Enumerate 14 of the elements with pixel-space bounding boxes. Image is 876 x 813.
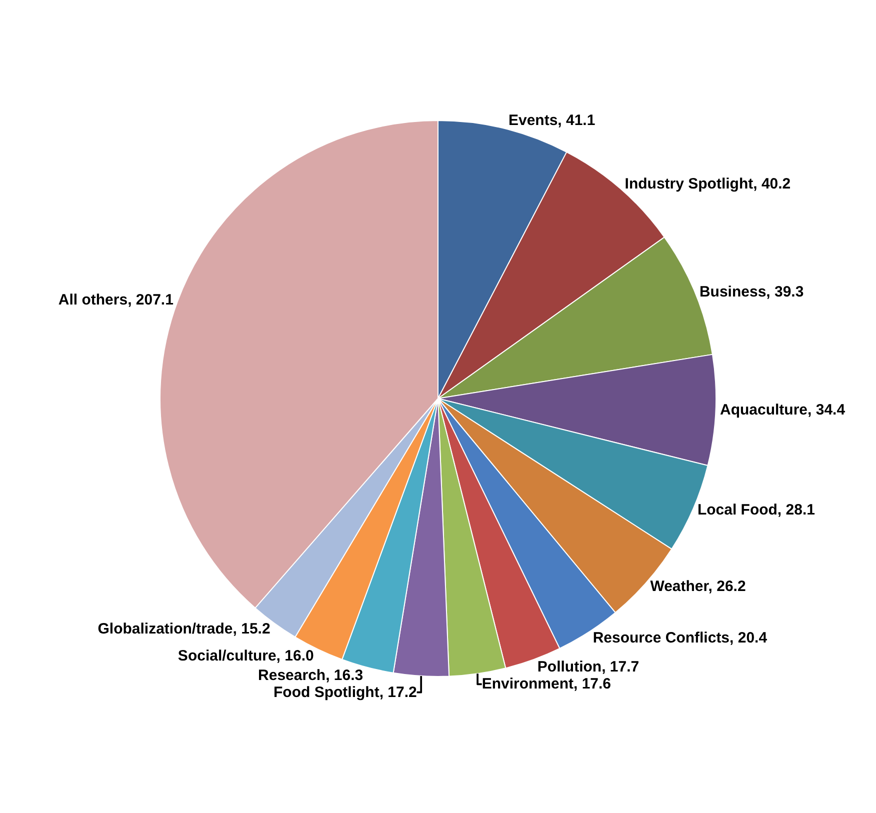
slice-label: Events, 41.1 — [508, 112, 596, 129]
slice-label: Social/culture, 16.0 — [178, 648, 314, 665]
slice-label: Aquaculture, 34.4 — [720, 402, 846, 419]
slice-label: Resource Conflicts, 20.4 — [592, 630, 768, 647]
slice-label: All others, 207.1 — [58, 291, 174, 308]
slice-label: Globalization/trade, 15.2 — [98, 620, 270, 638]
slice-label: Business, 39.3 — [699, 283, 804, 300]
slice-label: Pollution, 17.7 — [537, 658, 640, 676]
slice-label: Research, 16.3 — [258, 666, 364, 684]
slice-label: Food Spotlight, 17.2 — [274, 684, 417, 701]
slice-label: Weather, 26.2 — [650, 578, 746, 596]
slice-label: Environment, 17.6 — [482, 676, 612, 693]
slice-label: Industry Spotlight, 40.2 — [624, 175, 791, 192]
slice-label: Local Food, 28.1 — [697, 502, 815, 519]
